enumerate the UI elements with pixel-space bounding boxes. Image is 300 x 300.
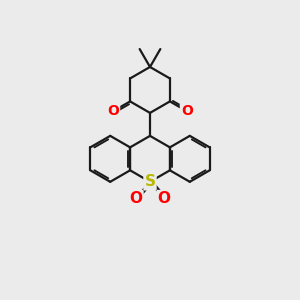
Text: S: S xyxy=(145,174,155,189)
Text: O: O xyxy=(158,191,170,206)
Text: O: O xyxy=(181,104,193,118)
Text: O: O xyxy=(107,104,119,118)
Text: O: O xyxy=(130,191,142,206)
